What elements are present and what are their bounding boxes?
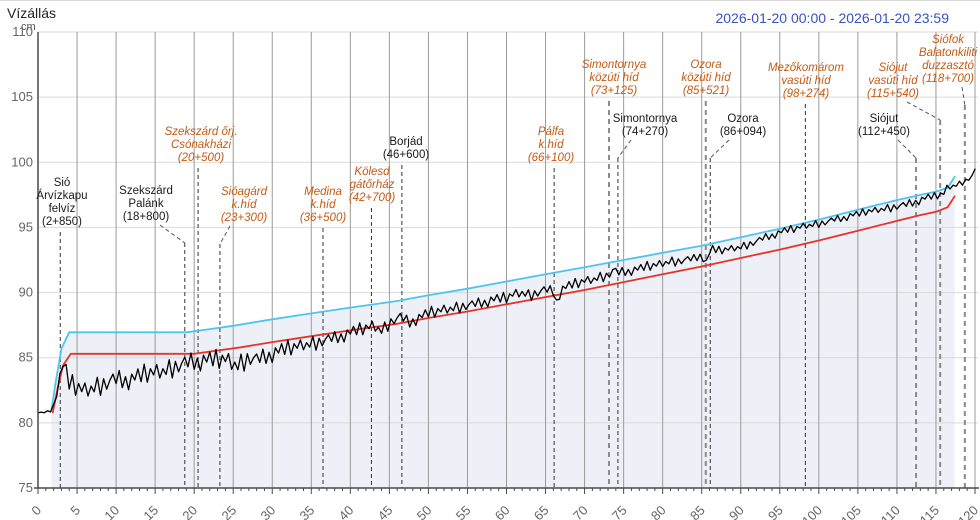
x-tick-label: 80	[648, 503, 669, 520]
station-label: Ozora közúti híd (85+521)	[681, 59, 731, 97]
station-label: Simontornya közúti híd (73+125)	[582, 59, 647, 97]
x-tick-label: 75	[609, 503, 630, 520]
x-tick-label: 85	[687, 503, 708, 520]
date-range: 2026-01-20 00:00 - 2026-01-20 23:59	[715, 10, 949, 26]
x-tick-label: 115	[917, 503, 942, 520]
envelope-fill-area	[51, 176, 955, 488]
measured-water-level-line	[37, 168, 976, 414]
x-tick-label: 0	[28, 503, 44, 519]
station-leader-line	[617, 139, 632, 159]
x-tick-label: 50	[414, 503, 435, 520]
y-tick-label: 110	[12, 24, 33, 39]
station-label: Siófok Balatonkiliti duzzasztó (118+700)	[919, 34, 978, 85]
x-tick-label: 60	[492, 503, 513, 520]
station-leader-line	[709, 139, 730, 159]
x-tick-label: 5	[67, 503, 83, 519]
y-tick-label: 85	[19, 350, 33, 365]
x-tick-label: 35	[297, 503, 318, 520]
station-label: Borjád (46+600)	[383, 136, 430, 161]
x-tick-label: 100	[799, 503, 825, 520]
axes	[34, 32, 979, 494]
x-tick-label: 45	[375, 503, 396, 520]
station-label: Ozora (86+094)	[720, 113, 767, 138]
x-tick-label: 65	[531, 503, 552, 520]
vertical-gridlines	[76, 32, 976, 488]
station-label: Siójut vasúti híd (115+540)	[867, 62, 919, 100]
x-tick-label: 105	[838, 503, 864, 520]
x-tick-label: 10	[101, 503, 122, 520]
station-label: Kölesd gátőrház (42+700)	[349, 166, 396, 204]
station-label: Mezőkomárom vasúti híd (98+274)	[768, 62, 844, 100]
x-tick-label: 120	[955, 503, 980, 520]
x-tick-label: 95	[765, 503, 786, 520]
station-label: Pálfa k.híd (66+100)	[528, 126, 575, 164]
x-tick-label: 40	[336, 503, 357, 520]
x-tick-label: 30	[258, 503, 279, 520]
upper-envelope-line	[50, 175, 956, 413]
station-label: Siójut (112+450)	[858, 113, 910, 138]
station-label: Sióagárd k.híd (23+300)	[221, 186, 268, 224]
y-axis-unit: cm	[21, 21, 36, 33]
y-tick-label: 80	[19, 415, 33, 430]
x-tick-label: 20	[179, 503, 200, 520]
station-leader-line	[897, 139, 917, 159]
station-label: Szekszárd Palánk (18+800)	[119, 185, 173, 223]
y-tick-label: 105	[11, 89, 33, 104]
x-tick-label: 25	[218, 503, 239, 520]
station-label: Simontornya (74+270)	[613, 113, 678, 138]
x-tick-label: 55	[453, 503, 474, 520]
y-tick-label: 95	[19, 219, 33, 234]
station-labels: Sió Árvízkapu felvíz (2+850) Szekszárd Palánk…	[36, 34, 977, 228]
chart-title: Vízállás	[7, 5, 57, 21]
y-tick-label: 90	[19, 285, 33, 300]
station-leader-line	[219, 225, 231, 245]
station-label: Sió Árvízkapu felvíz (2+850)	[36, 177, 87, 228]
station-leader-line	[906, 101, 941, 121]
station-leader-line	[961, 86, 966, 106]
lower-envelope-line	[51, 195, 956, 414]
x-tick-label: 90	[726, 503, 747, 520]
y-tick-label: 75	[19, 480, 33, 495]
station-label: Szekszárd őrj. Csónakházi (20+500)	[165, 126, 238, 164]
x-tick-label: 110	[878, 503, 903, 520]
station-label: Medina k.híd (36+500)	[300, 186, 347, 224]
x-tick-label: 15	[140, 503, 161, 520]
y-tick-label: 100	[11, 154, 33, 169]
station-leader-line	[159, 224, 186, 244]
x-tick-label: 70	[570, 503, 591, 520]
